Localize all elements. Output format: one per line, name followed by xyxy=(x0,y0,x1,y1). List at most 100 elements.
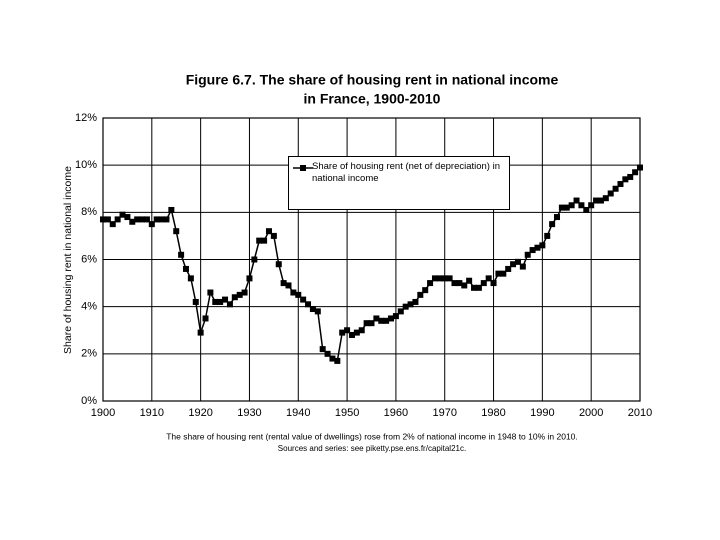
point-marker xyxy=(339,329,346,336)
point-marker xyxy=(241,289,248,296)
point-marker xyxy=(627,173,634,180)
point-marker xyxy=(524,251,531,258)
point-marker xyxy=(129,218,136,225)
point-marker xyxy=(568,202,575,209)
y-tick-label: 6% xyxy=(81,253,97,265)
point-marker xyxy=(358,327,365,334)
point-marker xyxy=(563,204,570,211)
point-marker xyxy=(256,237,263,244)
point-marker xyxy=(309,306,316,313)
x-tick-label: 2000 xyxy=(579,407,603,419)
point-marker xyxy=(558,204,565,211)
point-marker xyxy=(344,327,351,334)
x-tick-label: 1980 xyxy=(481,407,505,419)
point-marker xyxy=(231,294,238,301)
point-marker xyxy=(134,216,141,223)
point-marker xyxy=(197,329,204,336)
point-marker xyxy=(554,214,561,221)
point-marker xyxy=(441,275,448,282)
legend: Share of housing rent (net of depreciati… xyxy=(288,156,510,210)
point-marker xyxy=(226,301,233,308)
point-marker xyxy=(397,308,404,315)
point-marker xyxy=(275,261,282,268)
point-marker xyxy=(607,190,614,197)
point-marker xyxy=(265,228,272,235)
x-tick-label: 1910 xyxy=(140,407,164,419)
y-tick-label: 10% xyxy=(75,159,97,171)
point-marker xyxy=(187,275,194,282)
point-marker xyxy=(168,206,175,213)
point-marker xyxy=(109,221,116,228)
point-marker xyxy=(588,202,595,209)
point-marker xyxy=(280,280,287,287)
point-marker xyxy=(622,176,629,183)
point-marker xyxy=(182,265,189,272)
point-marker xyxy=(251,256,258,263)
y-tick-label: 8% xyxy=(81,206,97,218)
point-marker xyxy=(578,202,585,209)
point-marker xyxy=(119,211,126,218)
point-marker xyxy=(593,197,600,204)
x-tick-label: 1900 xyxy=(91,407,115,419)
point-marker xyxy=(490,280,497,287)
point-marker xyxy=(295,291,302,298)
point-marker xyxy=(632,169,639,176)
x-tick-label: 1930 xyxy=(237,407,261,419)
point-marker xyxy=(412,298,419,305)
point-marker xyxy=(314,308,321,315)
point-marker xyxy=(348,331,355,338)
point-marker xyxy=(539,242,546,249)
point-marker xyxy=(178,251,185,258)
point-marker xyxy=(612,185,619,192)
point-marker xyxy=(383,317,390,324)
point-marker xyxy=(153,216,160,223)
x-tick-label: 1920 xyxy=(188,407,212,419)
point-marker xyxy=(544,232,551,239)
point-marker xyxy=(222,296,229,303)
point-marker xyxy=(334,357,341,364)
point-marker xyxy=(461,282,468,289)
point-marker xyxy=(163,216,170,223)
point-marker xyxy=(617,181,624,188)
point-marker xyxy=(480,280,487,287)
chart-title: in France, 1900-2010 xyxy=(304,91,441,107)
point-marker xyxy=(202,315,209,322)
point-marker xyxy=(392,313,399,320)
x-tick-label: 1970 xyxy=(432,407,456,419)
point-marker xyxy=(529,247,536,254)
point-marker xyxy=(207,289,214,296)
x-tick-label: 1990 xyxy=(530,407,554,419)
point-marker xyxy=(300,296,307,303)
point-marker xyxy=(407,301,414,308)
x-tick-label: 2010 xyxy=(628,407,652,419)
point-marker xyxy=(158,216,165,223)
point-marker xyxy=(500,270,507,277)
point-marker xyxy=(124,214,131,221)
point-marker xyxy=(148,221,155,228)
point-marker xyxy=(485,275,492,282)
point-marker xyxy=(436,275,443,282)
point-marker xyxy=(549,221,556,228)
point-marker xyxy=(373,315,380,322)
point-marker xyxy=(602,195,609,202)
point-marker xyxy=(285,282,292,289)
point-marker xyxy=(319,346,326,353)
point-marker xyxy=(329,355,336,362)
point-marker xyxy=(388,315,395,322)
point-marker xyxy=(305,301,312,308)
point-marker xyxy=(139,216,146,223)
point-marker xyxy=(246,275,253,282)
x-tick-label: 1960 xyxy=(384,407,408,419)
point-marker xyxy=(104,216,111,223)
x-tick-label: 1940 xyxy=(286,407,310,419)
point-marker xyxy=(236,291,243,298)
point-marker xyxy=(505,265,512,272)
y-tick-label: 4% xyxy=(81,301,97,313)
point-marker xyxy=(495,270,502,277)
y-axis-label: Share of housing rent in national income xyxy=(62,166,74,354)
point-marker xyxy=(100,216,106,223)
point-marker xyxy=(353,329,360,336)
point-marker xyxy=(114,216,121,223)
